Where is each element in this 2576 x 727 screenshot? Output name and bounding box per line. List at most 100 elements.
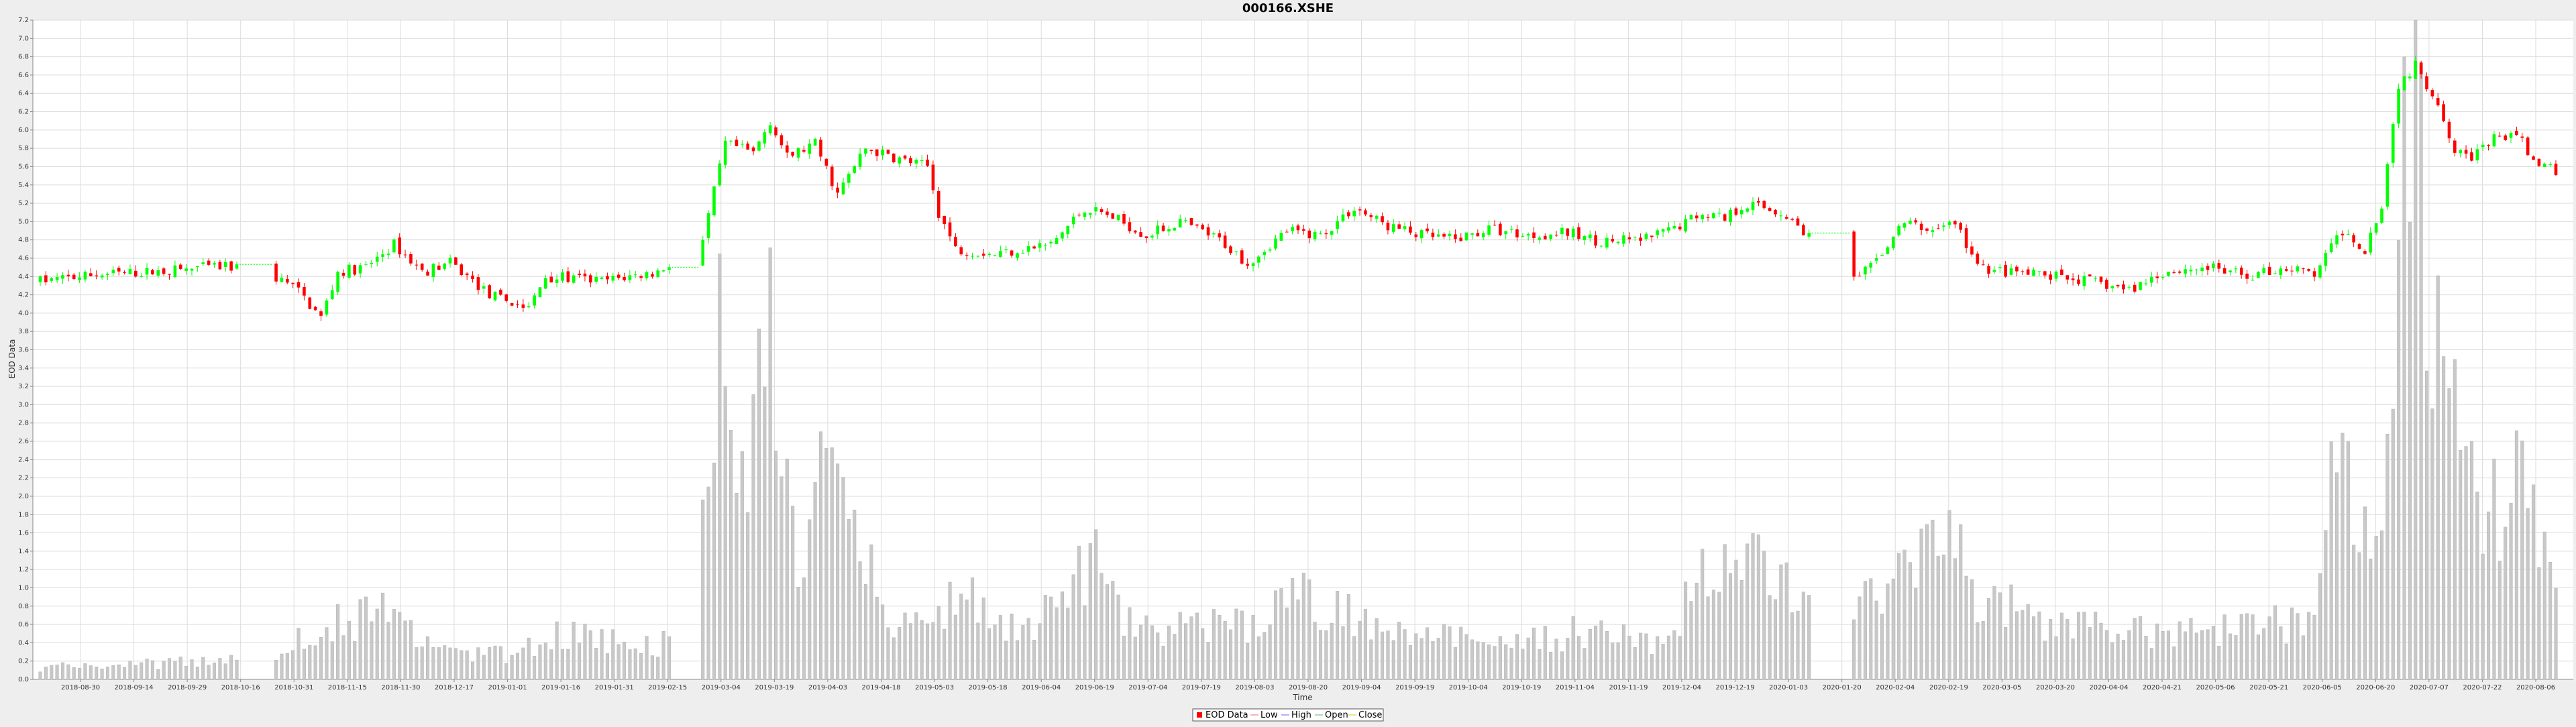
volume-bar (824, 447, 828, 680)
candle-body (516, 304, 519, 305)
y-tick-label: 6.0 (18, 127, 29, 134)
volume-bar (1453, 647, 1457, 680)
candle-body (2447, 121, 2451, 139)
candle-body (1599, 245, 1603, 247)
volume-bar (2419, 65, 2423, 680)
candle-body (1784, 217, 1788, 219)
volume-bar (1459, 626, 1463, 680)
candle-body (1358, 209, 1362, 211)
volume-bar (1582, 648, 1587, 680)
volume-bar (1229, 629, 1233, 680)
candle-body (409, 254, 413, 264)
candle-body (2037, 271, 2041, 272)
candle-body (746, 144, 749, 150)
candle-body (712, 186, 716, 216)
volume-bar (1515, 634, 1519, 680)
volume-bar (398, 612, 402, 680)
candle-body (336, 272, 339, 292)
candle-body (1509, 229, 1513, 230)
candle-body (2172, 272, 2176, 273)
volume-bar (549, 649, 553, 680)
volume-bar (981, 597, 985, 680)
candle-body (375, 256, 379, 262)
volume-bar (229, 655, 233, 680)
candle-body (2542, 164, 2546, 167)
candle-body (303, 286, 306, 296)
volume-bar (1425, 627, 1430, 680)
candle-body (1381, 216, 1384, 223)
volume-bar (1768, 595, 1772, 680)
volume-bar (2492, 458, 2496, 680)
candle-body (1689, 215, 1693, 220)
volume-bar (1734, 559, 1738, 680)
volume-bar (920, 620, 924, 680)
candle-body (156, 270, 160, 276)
volume-bar (482, 655, 486, 680)
volume-bar (1964, 575, 1968, 680)
candle-body (55, 276, 59, 281)
candle-body (347, 264, 351, 278)
candle-body (482, 286, 486, 289)
volume-bar (89, 665, 93, 680)
candle-body (741, 144, 744, 145)
volume-bar (841, 477, 845, 680)
volume-bar (875, 596, 879, 680)
volume-bar (1470, 639, 1474, 680)
volume-bar (448, 647, 452, 680)
x-tick-label: 2019-06-04 (1022, 684, 1061, 691)
candle-body (280, 277, 284, 282)
x-tick-label: 2020-05-06 (2196, 684, 2235, 691)
volume-bar (1026, 618, 1030, 680)
volume-bar (701, 500, 705, 680)
volume-bar (1010, 613, 1014, 680)
candle-body (178, 264, 182, 269)
candle-body (836, 187, 839, 193)
volume-bar (936, 606, 941, 680)
candle-body (824, 158, 828, 166)
volume-bar (1987, 598, 1991, 680)
volume-bar (2178, 621, 2182, 680)
candle-body (1391, 224, 1395, 232)
volume-bar (2284, 643, 2288, 680)
candle-body (1701, 215, 1704, 219)
candle-body (2082, 276, 2086, 286)
volume-bar (1218, 615, 1222, 680)
x-tick-label: 2020-03-05 (1982, 684, 2021, 691)
candle-body (1397, 224, 1401, 229)
volume-bar (1436, 638, 1440, 680)
candle-body (549, 276, 553, 283)
candle-body (987, 254, 991, 255)
candle-body (1426, 228, 1429, 231)
x-tick-label: 2020-01-20 (1823, 684, 1862, 691)
x-tick-label: 2019-02-15 (648, 684, 687, 691)
volume-bar (2520, 440, 2524, 680)
volume-bar (375, 608, 379, 680)
candle-body (763, 132, 767, 144)
candle-body (1774, 210, 1777, 215)
candle-body (2318, 265, 2322, 278)
candle-body (1656, 230, 1660, 235)
candle-body (398, 237, 402, 255)
candle-body (2402, 76, 2406, 91)
candle-body (1964, 228, 1968, 248)
volume-bar (223, 663, 227, 680)
grid-lines (32, 19, 2573, 680)
volume-bar (341, 635, 345, 680)
volume-bar (1318, 630, 1323, 680)
volume-bar (1970, 579, 1974, 680)
volume-bar (235, 659, 239, 680)
x-tick-label: 2020-04-04 (2089, 684, 2128, 691)
candle-body (2127, 286, 2131, 288)
volume-bar (1695, 582, 1699, 680)
volume-bar (285, 653, 289, 680)
x-tick-label: 2020-04-21 (2143, 684, 2182, 691)
candle-body (1251, 263, 1255, 266)
volume-bar (1701, 549, 1705, 680)
volume-bar (1122, 635, 1126, 680)
chart-title: 000166.XSHE (1242, 1, 1334, 15)
volume-bar (2397, 239, 2401, 680)
candle-body (476, 277, 480, 290)
candle-body (2296, 266, 2300, 272)
volume-bar (2430, 408, 2434, 680)
candle-body (2217, 263, 2221, 269)
